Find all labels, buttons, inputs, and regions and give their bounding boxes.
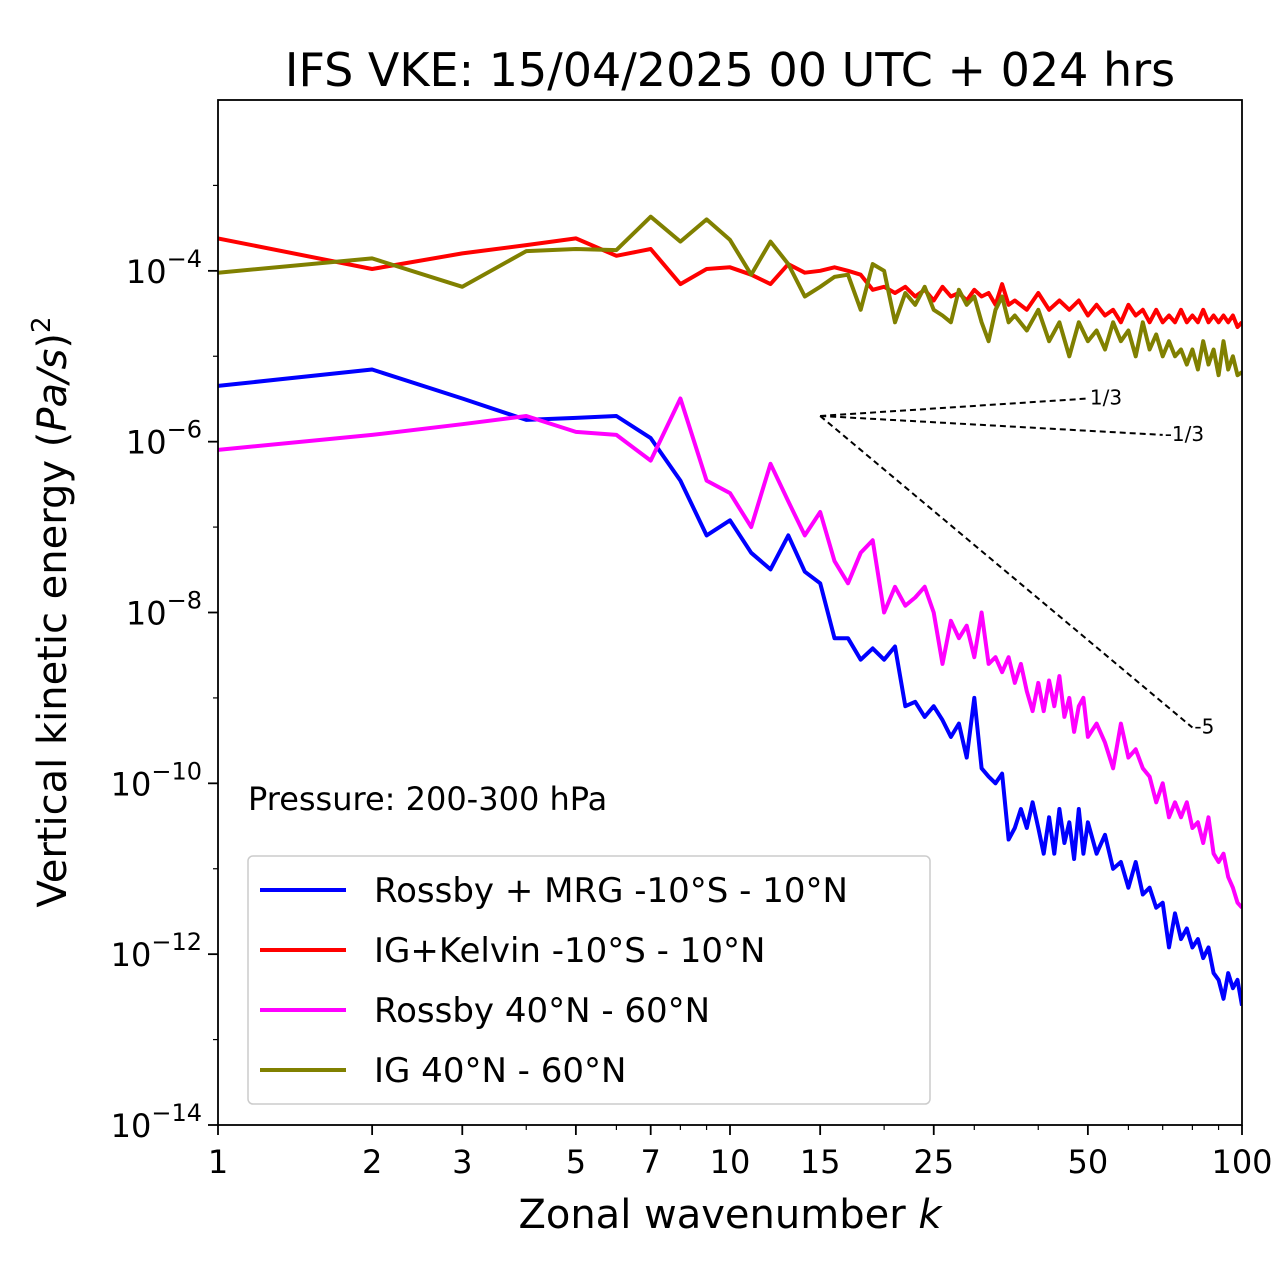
y-tick-label: 10−6 xyxy=(126,416,202,462)
legend-label-4: IG 40°N - 60°N xyxy=(374,1051,626,1091)
x-tick-label-10: 10 xyxy=(710,1143,751,1181)
plot-frame xyxy=(217,99,1243,1126)
x-tick-label-2: 2 xyxy=(362,1143,382,1181)
legend: Rossby + MRG -10°S - 10°N IG+Kelvin -10°S… xyxy=(247,855,931,1105)
y-tick-label: 10−10 xyxy=(111,757,202,803)
y-tick-label: 10−14 xyxy=(111,1099,202,1145)
y-axis-label-close: ) xyxy=(30,333,76,349)
y-tick-label: 10−4 xyxy=(126,245,202,291)
x-tick-label-25: 25 xyxy=(913,1143,954,1181)
y-axis-label-var: Pa/s xyxy=(30,349,76,432)
y-tick-label: 10−12 xyxy=(111,928,202,974)
slope-label-1-3: -1/3 xyxy=(1165,422,1204,446)
x-tick-label-3: 3 xyxy=(452,1143,472,1181)
x-tick-label-15: 15 xyxy=(800,1143,841,1181)
plot-area: 1/3 -1/3 -5 xyxy=(218,214,1242,1006)
y-tick-label: 10−8 xyxy=(126,587,202,633)
slope-line-1-3 xyxy=(820,414,1163,436)
legend-label-1: Rossby + MRG -10°S - 10°N xyxy=(374,871,848,911)
y-axis: 10−4 10−6 10−8 10−10 10−12 10−14 xyxy=(111,184,218,1145)
chart-title: IFS VKE: 15/04/2025 00 UTC + 024 hrs xyxy=(285,43,1175,97)
x-tick-label-5: 5 xyxy=(566,1143,586,1181)
x-axis: 1 2 3 5 7 10 15 25 50 100 xyxy=(208,1125,1273,1181)
y-axis-label-exp: 2 xyxy=(27,317,57,334)
legend-frame xyxy=(247,855,931,1105)
slope-label-1-3: 1/3 xyxy=(1090,386,1122,410)
y-axis-label-main: Vertical kinetic energy ( xyxy=(30,432,76,908)
series-line-1 xyxy=(218,367,1242,1006)
legend-label-2: IG+Kelvin -10°S - 10°N xyxy=(374,931,765,971)
slope-line-5 xyxy=(819,415,1194,729)
legend-label-3: Rossby 40°N - 60°N xyxy=(374,991,710,1031)
x-tick-label-50: 50 xyxy=(1068,1143,1109,1181)
x-axis-label: Zonal wavenumber k xyxy=(518,1192,943,1238)
slope-label-5: -5 xyxy=(1194,715,1214,739)
x-axis-label-var: k xyxy=(918,1192,943,1238)
x-tick-label-1: 1 xyxy=(208,1143,228,1181)
series-line-2 xyxy=(218,236,1242,329)
pressure-annotation: Pressure: 200-300 hPa xyxy=(248,780,607,818)
x-axis-label-main: Zonal wavenumber xyxy=(518,1192,918,1238)
series-line-3 xyxy=(218,396,1242,910)
x-tick-label-7: 7 xyxy=(641,1143,661,1181)
x-tick-label-100: 100 xyxy=(1211,1143,1272,1181)
y-axis-label: Vertical kinetic energy (Pa/s)2 xyxy=(27,317,76,908)
slope-line-1-3 xyxy=(820,397,1088,417)
series-line-4 xyxy=(218,214,1242,378)
